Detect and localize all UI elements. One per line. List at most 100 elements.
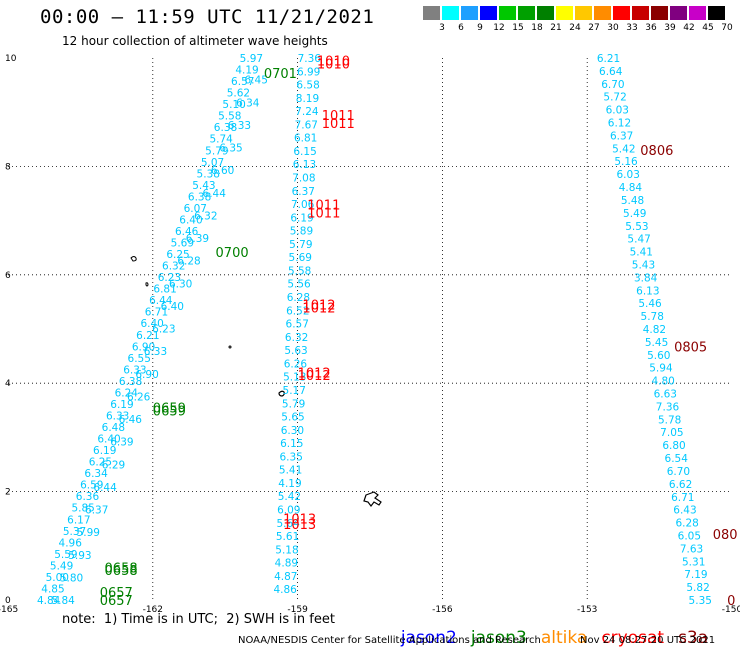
swh-value: 5.42 bbox=[278, 491, 301, 503]
swh-value: 6.44 bbox=[93, 482, 117, 494]
swh-value: 6.07 bbox=[184, 203, 207, 215]
coastline bbox=[130, 256, 382, 507]
color-scale-label: 36 bbox=[645, 23, 657, 33]
color-scale-label: 6 bbox=[458, 23, 464, 33]
color-scale-cell bbox=[499, 6, 516, 20]
swh-value: 6.32 bbox=[162, 261, 185, 273]
swh-value: 6.40 bbox=[179, 214, 202, 226]
swh-value: 6.23 bbox=[158, 272, 181, 284]
swh-value: 6.15 bbox=[280, 438, 303, 450]
swh-value: 6.58 bbox=[296, 80, 319, 92]
color-scale-cell bbox=[442, 6, 459, 20]
swh-value: 6.25 bbox=[89, 457, 112, 469]
island-niihau bbox=[145, 282, 149, 287]
swh-value: 5.00 bbox=[46, 572, 69, 584]
swh-value: 6.63 bbox=[654, 389, 677, 401]
swh-value: 7.63 bbox=[680, 543, 703, 555]
swh-value: 5.58 bbox=[288, 265, 311, 277]
legend-altika: altika bbox=[540, 628, 588, 648]
swh-value: 4.82 bbox=[643, 324, 666, 336]
swh-value: 5.99 bbox=[77, 527, 100, 539]
x-tick-label: -150 bbox=[722, 605, 740, 615]
swh-value: 6.21 bbox=[136, 330, 159, 342]
swh-value: 6.39 bbox=[110, 437, 133, 449]
pass-time-label: 1011 bbox=[322, 117, 355, 132]
swh-value: 4.84 bbox=[37, 595, 61, 607]
pass-time-label: 0 bbox=[727, 594, 735, 609]
pass-time-label: 1012 bbox=[302, 301, 335, 316]
swh-value: 5.17 bbox=[283, 385, 306, 397]
pass-time-label: 1011 bbox=[307, 206, 340, 221]
pass-time-label: 0700 bbox=[216, 246, 249, 261]
y-tick-label: 0 bbox=[5, 596, 11, 606]
color-scale-label: 12 bbox=[493, 23, 505, 33]
swh-value: 5.84 bbox=[51, 595, 75, 607]
swh-value: 6.46 bbox=[119, 414, 143, 426]
swh-value: 5.79 bbox=[205, 145, 228, 157]
swh-value: 6.28 bbox=[177, 256, 200, 268]
swh-value: 6.30 bbox=[169, 278, 192, 290]
swh-value: 6.44 bbox=[203, 188, 227, 200]
swh-value: 6.13 bbox=[636, 285, 659, 297]
color-scale-label: 45 bbox=[702, 23, 714, 33]
swh-value: 6.12 bbox=[608, 118, 631, 130]
swh-value: 6.34 bbox=[236, 97, 260, 109]
color-scale-cell bbox=[537, 6, 554, 20]
color-scale-label: 33 bbox=[626, 23, 638, 33]
swh-value: 6.80 bbox=[662, 440, 685, 452]
swh-value: 4.87 bbox=[274, 571, 297, 583]
x-tick-label: -162 bbox=[143, 605, 163, 615]
swh-value: 5.46 bbox=[638, 298, 662, 310]
swh-value: 5.80 bbox=[60, 572, 83, 584]
swh-value: 7.36 bbox=[656, 401, 680, 413]
swh-value: 6.30 bbox=[281, 425, 304, 437]
island-maui-group bbox=[363, 491, 382, 507]
swh-value: 5.93 bbox=[68, 550, 91, 562]
satellite-legend: jason2 jason3 altika cryosat s3a bbox=[390, 608, 722, 648]
swh-value: 6.29 bbox=[102, 459, 125, 471]
color-scale-cell bbox=[575, 6, 592, 20]
swh-value: 5.62 bbox=[227, 88, 250, 100]
legend-s3a: s3a bbox=[678, 628, 709, 648]
swh-value: 5.89 bbox=[290, 226, 313, 238]
page-title: 00:00 – 11:59 UTC 11/21/2021 bbox=[40, 6, 375, 28]
x-tick-label: -159 bbox=[287, 605, 308, 615]
swh-value: 6.13 bbox=[293, 159, 316, 171]
swh-value: 6.81 bbox=[153, 284, 176, 296]
swh-value: 5.72 bbox=[603, 92, 626, 104]
island-kaula bbox=[228, 345, 232, 349]
swh-value: 6.28 bbox=[287, 292, 310, 304]
swh-value: 6.70 bbox=[601, 79, 624, 91]
pass-time-label: 0658 bbox=[105, 564, 138, 579]
swh-value: 7.05 bbox=[660, 427, 683, 439]
swh-value: 5.07 bbox=[201, 157, 224, 169]
swh-value: 5.65 bbox=[281, 412, 304, 424]
swh-value: 5.53 bbox=[625, 221, 648, 233]
swh-value: 6.03 bbox=[606, 105, 629, 117]
pass-time-label: 1010 bbox=[317, 57, 350, 72]
swh-value: 6.21 bbox=[597, 53, 620, 65]
swh-value: 6.99 bbox=[297, 66, 320, 78]
swh-value: 4.86 bbox=[273, 584, 297, 596]
pass-time-label: 0701 bbox=[264, 67, 297, 82]
swh-value: 6.46 bbox=[175, 226, 199, 238]
swh-value: 5.31 bbox=[682, 556, 705, 568]
swh-value: 5.48 bbox=[621, 195, 644, 207]
swh-value: 5.42 bbox=[612, 143, 635, 155]
swh-value: 5.43 bbox=[192, 180, 215, 192]
swh-value: 6.33 bbox=[228, 120, 251, 132]
swh-value: 6.39 bbox=[186, 233, 209, 245]
swh-value: 6.36 bbox=[76, 491, 100, 503]
x-tick-label: -165 bbox=[0, 605, 18, 615]
swh-value: 5.43 bbox=[632, 259, 655, 271]
swh-value: 6.23 bbox=[152, 324, 175, 336]
swh-value: 6.35 bbox=[219, 143, 242, 155]
pass-time-label: 1013 bbox=[283, 513, 316, 528]
swh-value: 6.33 bbox=[106, 410, 129, 422]
pass-time-labels: 0701070006590659065806580657065710101010… bbox=[100, 55, 738, 609]
color-scale-cell bbox=[613, 6, 630, 20]
color-scale-label: 30 bbox=[607, 23, 619, 33]
color-scale-cell bbox=[518, 6, 535, 20]
swh-value: 5.69 bbox=[289, 252, 312, 264]
